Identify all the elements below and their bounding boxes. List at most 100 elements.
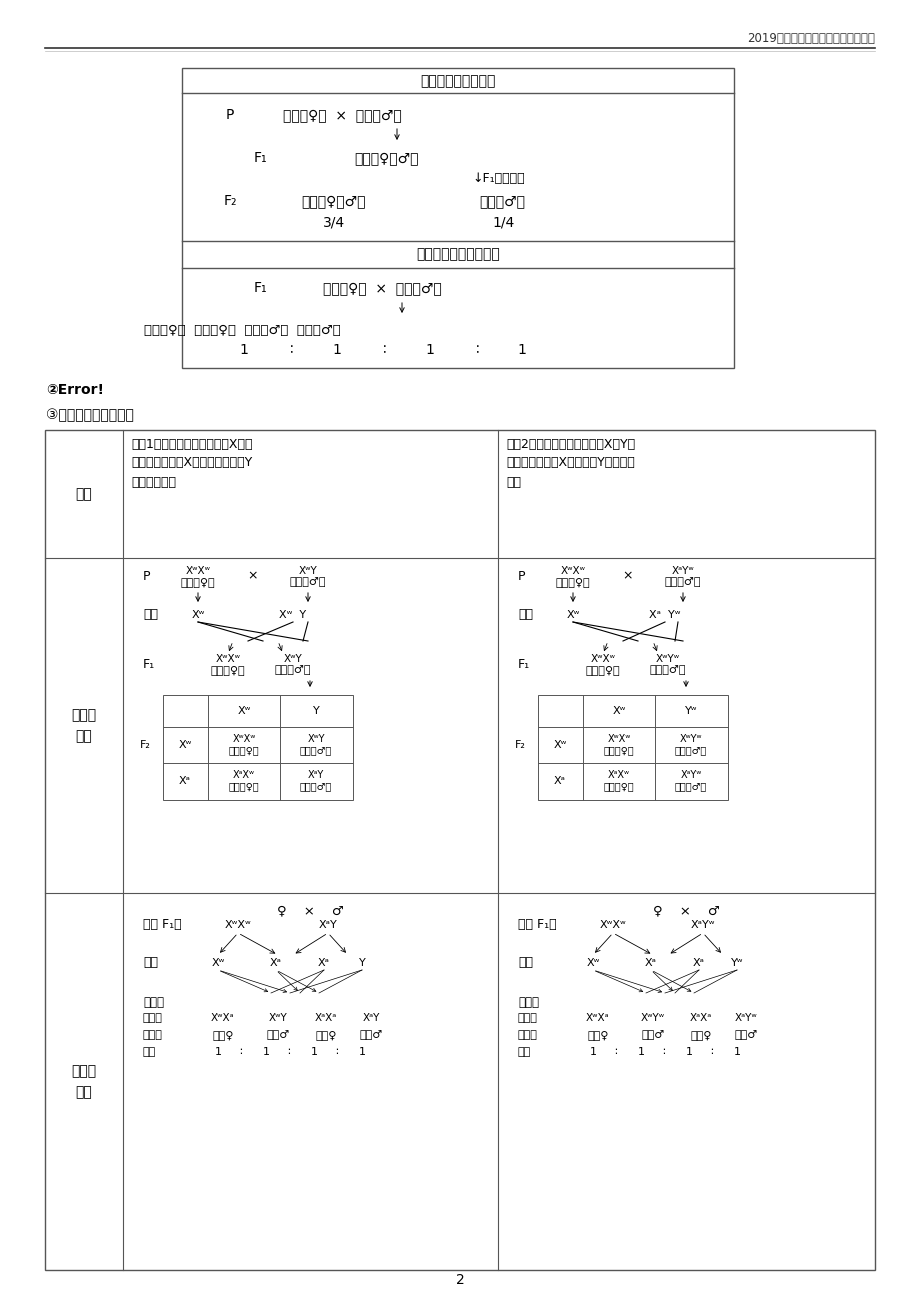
Text: Xʷ: Xʷ <box>552 740 566 750</box>
Text: 图解: 图解 <box>75 729 92 743</box>
Text: XᵃYʷ: XᵃYʷ <box>690 921 714 930</box>
Text: 红眼（♀）: 红眼（♀） <box>603 745 633 755</box>
Text: 实验二: 实验二 <box>72 1064 96 1078</box>
Text: ∶: ∶ <box>335 1047 338 1057</box>
Text: XʷXᵃ: XʷXᵃ <box>585 1013 609 1023</box>
Text: 1: 1 <box>332 342 341 357</box>
Text: 白眼♀: 白眼♀ <box>689 1030 711 1040</box>
Text: 回交 F₁：: 回交 F₁： <box>142 918 181 931</box>
Text: XᵃXʷ: XᵃXʷ <box>233 769 255 780</box>
Text: 实验二：（回交实验）: 实验二：（回交实验） <box>415 247 499 260</box>
Text: XʷY: XʷY <box>283 654 302 664</box>
Text: 红眼（♀）: 红眼（♀） <box>585 665 619 674</box>
Text: ♀    ×    ♂: ♀ × ♂ <box>277 905 343 918</box>
Text: 红眼（♀）: 红眼（♀） <box>603 781 633 792</box>
Bar <box>538 695 727 799</box>
Text: ×: × <box>247 569 258 582</box>
Text: ∶: ∶ <box>289 342 293 357</box>
Text: 比例: 比例 <box>517 1047 530 1057</box>
Text: 1: 1 <box>589 1047 596 1057</box>
Text: 红眼（♀）: 红眼（♀） <box>555 577 590 587</box>
Text: ∶: ∶ <box>709 1047 712 1057</box>
Text: XʷXʷ: XʷXʷ <box>560 566 584 575</box>
Text: XʷYʷ: XʷYʷ <box>641 1013 664 1023</box>
Text: 配子: 配子 <box>142 608 158 621</box>
Text: ∶: ∶ <box>383 342 386 357</box>
Text: P: P <box>517 569 525 582</box>
Text: XᵃY: XᵃY <box>362 1013 380 1023</box>
Text: ∶: ∶ <box>614 1047 617 1057</box>
Text: 1: 1 <box>637 1047 644 1057</box>
Text: 体非同源区段，X染色体上有，而Y: 体非同源区段，X染色体上有，而Y <box>130 457 252 470</box>
Text: Xᵃ: Xᵃ <box>644 958 656 967</box>
Text: 白眼♀: 白眼♀ <box>315 1030 336 1040</box>
Text: 1/4: 1/4 <box>493 215 515 229</box>
Text: Xᵃ: Xᵃ <box>179 776 191 786</box>
Text: XᵃXᵃ: XᵃXᵃ <box>314 1013 336 1023</box>
Bar <box>45 430 874 1269</box>
Text: 色体同源区段，X染色体和Y染色体上: 色体同源区段，X染色体和Y染色体上 <box>505 457 634 470</box>
Text: Xᵃ  Yʷ: Xᵃ Yʷ <box>649 611 680 620</box>
Text: Xʷ: Xʷ <box>612 706 625 716</box>
Text: Y: Y <box>312 706 319 716</box>
Text: Xᵃ: Xᵃ <box>553 776 565 786</box>
Text: Yʷ: Yʷ <box>730 958 743 967</box>
Text: 1: 1 <box>358 1047 365 1057</box>
Text: 假说: 假说 <box>75 487 92 501</box>
Text: XᵃYʷ: XᵃYʷ <box>671 566 694 575</box>
Text: 1: 1 <box>425 342 434 357</box>
Text: XʷY: XʷY <box>299 566 317 575</box>
Text: 红眼♀: 红眼♀ <box>586 1030 608 1040</box>
Text: XʷXʷ: XʷXʷ <box>224 921 251 930</box>
Text: XʷXʷ: XʷXʷ <box>215 654 240 664</box>
Text: Xʷ: Xʷ <box>211 958 224 967</box>
Text: 1: 1 <box>732 1047 740 1057</box>
Text: ∶: ∶ <box>662 1047 664 1057</box>
Text: 白眼（♂）: 白眼（♂） <box>675 781 707 792</box>
Text: 表现型: 表现型 <box>142 1030 163 1040</box>
Text: 比例: 比例 <box>142 1047 156 1057</box>
Text: F₂: F₂ <box>140 740 151 750</box>
Text: 1: 1 <box>517 342 526 357</box>
Text: 红眼（♀）: 红眼（♀） <box>229 781 259 792</box>
Text: 2: 2 <box>455 1273 464 1286</box>
Text: Xʷ: Xʷ <box>237 706 250 716</box>
Text: 红眼（♂）: 红眼（♂） <box>675 745 707 755</box>
Text: Xʷ: Xʷ <box>566 611 579 620</box>
Text: F₂: F₂ <box>223 194 236 208</box>
Text: F₂: F₂ <box>514 740 525 750</box>
Text: 后代：: 后代： <box>517 996 539 1009</box>
Text: 红眼♂: 红眼♂ <box>641 1030 664 1040</box>
Text: F₁: F₁ <box>142 658 155 671</box>
Text: 实验一（杂交实验）: 实验一（杂交实验） <box>420 74 495 89</box>
Text: ∶: ∶ <box>476 342 480 357</box>
Text: 1: 1 <box>262 1047 269 1057</box>
Text: XʷYʷ: XʷYʷ <box>655 654 679 664</box>
Text: 红眼（♀）  ×  白眼（♂）: 红眼（♀） × 白眼（♂） <box>323 281 441 296</box>
Text: 白眼（♂）: 白眼（♂） <box>289 577 326 587</box>
Text: 假说2：控制眼色的基因位于X、Y染: 假说2：控制眼色的基因位于X、Y染 <box>505 437 634 450</box>
Text: XᵃYʷ: XᵃYʷ <box>734 1013 756 1023</box>
Text: ②Error!: ②Error! <box>46 383 104 397</box>
Text: ∶: ∶ <box>239 1047 243 1057</box>
Text: ♀    ×    ♂: ♀ × ♂ <box>652 905 719 918</box>
Text: 白眼（♂）: 白眼（♂） <box>300 781 332 792</box>
Text: XᵃXʷ: XᵃXʷ <box>607 769 630 780</box>
Text: P: P <box>142 569 151 582</box>
Text: 红眼♂: 红眼♂ <box>267 1030 289 1040</box>
Text: F₁: F₁ <box>253 281 267 296</box>
Text: Xʷ  Y: Xʷ Y <box>279 611 306 620</box>
Text: XʷXʷ: XʷXʷ <box>233 734 255 743</box>
Text: Xᵃ: Xᵃ <box>269 958 282 967</box>
Text: ×: × <box>622 569 632 582</box>
Text: 白眼（♂）: 白眼（♂） <box>664 577 700 587</box>
Text: XᵃY: XᵃY <box>308 769 323 780</box>
Text: 假说1：控制眼色的基因位于X染色: 假说1：控制眼色的基因位于X染色 <box>130 437 252 450</box>
Text: XʷXʷ: XʷXʷ <box>599 921 626 930</box>
Text: XʷY: XʷY <box>268 1013 287 1023</box>
Text: 1: 1 <box>311 1047 317 1057</box>
Text: XʷYʷ: XʷYʷ <box>679 734 701 743</box>
Text: XᵃYʷ: XᵃYʷ <box>680 769 701 780</box>
Text: P: P <box>225 108 234 122</box>
Text: 回交 F₁：: 回交 F₁： <box>517 918 556 931</box>
